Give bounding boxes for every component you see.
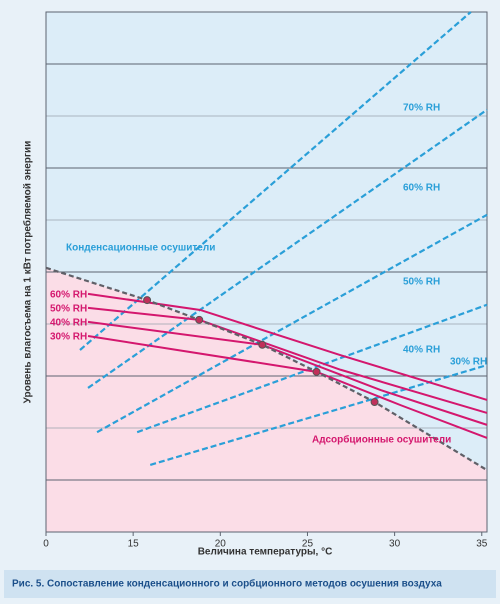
series-line [149, 364, 488, 466]
x-tick-label: 0 [43, 539, 49, 550]
intersection-point [258, 340, 267, 349]
x-tick-label: 25 [302, 539, 314, 550]
series-label: 40% RH [403, 345, 440, 356]
region-above [46, 12, 487, 471]
x-tick-label: 15 [128, 539, 140, 550]
caption-bar [4, 570, 496, 598]
series-line [96, 213, 488, 434]
y-axis-label: Уровень влагосъема на 1 кВт потребляемой… [22, 141, 34, 404]
series-line [87, 108, 488, 389]
series-line [87, 320, 488, 426]
series-label: 50% RH [403, 277, 440, 288]
series-label: 70% RH [403, 103, 440, 114]
series-line [136, 303, 488, 434]
intersection-point [143, 296, 152, 305]
series-line [87, 306, 488, 414]
x-tick-label: 35 [476, 539, 488, 550]
region-below [46, 267, 487, 532]
intersection-point [370, 398, 379, 406]
series-line [79, 11, 472, 351]
series-label: 30% RH [450, 357, 487, 368]
annotation: Конденсационные осушители [66, 243, 215, 254]
series-label: 40% RH [50, 318, 87, 329]
annotation: Адсорбционные осушители [312, 434, 451, 446]
series-label: 60% RH [403, 183, 440, 194]
plot-frame [45, 11, 488, 533]
caption: Рис. 5. Сопоставление конденсационного и… [12, 578, 442, 590]
series-line [87, 334, 488, 439]
x-tick-label: 30 [389, 539, 401, 550]
series-label: 50% RH [50, 304, 87, 315]
intersection-point [312, 367, 321, 376]
intersection-point [195, 315, 204, 324]
series-label: 60% RH [50, 290, 87, 301]
x-axis-label: Величина температуры, °С [198, 547, 333, 558]
x-tick-label: 20 [215, 539, 227, 550]
series-label: 30% RH [50, 332, 87, 343]
